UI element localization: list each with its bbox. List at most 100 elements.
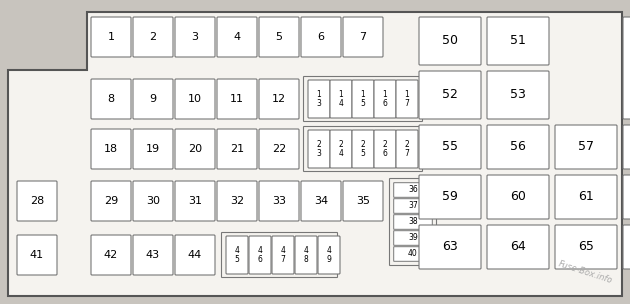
FancyBboxPatch shape: [217, 181, 257, 221]
Text: 65: 65: [578, 240, 594, 254]
FancyBboxPatch shape: [396, 130, 418, 168]
Text: 1
5: 1 5: [360, 90, 365, 108]
FancyBboxPatch shape: [623, 125, 630, 169]
Text: 4
7: 4 7: [280, 246, 285, 264]
Text: 7: 7: [360, 32, 367, 42]
FancyBboxPatch shape: [226, 236, 248, 274]
FancyBboxPatch shape: [374, 130, 396, 168]
Text: 59: 59: [442, 191, 458, 203]
FancyBboxPatch shape: [419, 71, 481, 119]
Text: 33: 33: [272, 196, 286, 206]
FancyBboxPatch shape: [91, 17, 131, 57]
FancyBboxPatch shape: [175, 17, 215, 57]
Text: 44: 44: [188, 250, 202, 260]
Text: 41: 41: [30, 250, 44, 260]
Text: 11: 11: [230, 94, 244, 104]
Text: 61: 61: [578, 191, 594, 203]
FancyBboxPatch shape: [301, 181, 341, 221]
Text: 4: 4: [234, 32, 241, 42]
Text: 51: 51: [510, 34, 526, 47]
FancyBboxPatch shape: [91, 235, 131, 275]
FancyBboxPatch shape: [389, 178, 437, 265]
Text: 36: 36: [408, 185, 418, 195]
FancyBboxPatch shape: [352, 80, 374, 118]
FancyBboxPatch shape: [343, 17, 383, 57]
Text: 2
5: 2 5: [360, 140, 365, 158]
FancyBboxPatch shape: [175, 235, 215, 275]
Text: 2
4: 2 4: [338, 140, 343, 158]
Text: 50: 50: [442, 34, 458, 47]
FancyBboxPatch shape: [394, 247, 432, 261]
FancyBboxPatch shape: [419, 175, 481, 219]
FancyBboxPatch shape: [91, 129, 131, 169]
FancyBboxPatch shape: [487, 17, 549, 65]
Text: 30: 30: [146, 196, 160, 206]
Text: Fuse-Box.info: Fuse-Box.info: [558, 259, 614, 285]
FancyBboxPatch shape: [487, 225, 549, 269]
FancyBboxPatch shape: [175, 79, 215, 119]
FancyBboxPatch shape: [555, 225, 617, 269]
Polygon shape: [8, 12, 622, 296]
FancyBboxPatch shape: [374, 80, 396, 118]
FancyBboxPatch shape: [295, 236, 317, 274]
Text: 20: 20: [188, 144, 202, 154]
Text: 63: 63: [442, 240, 458, 254]
FancyBboxPatch shape: [343, 181, 383, 221]
FancyBboxPatch shape: [352, 130, 374, 168]
FancyBboxPatch shape: [623, 17, 630, 119]
FancyBboxPatch shape: [272, 236, 294, 274]
Text: 28: 28: [30, 196, 44, 206]
Text: 2
3: 2 3: [316, 140, 321, 158]
FancyBboxPatch shape: [318, 236, 340, 274]
FancyBboxPatch shape: [249, 236, 271, 274]
FancyBboxPatch shape: [394, 183, 432, 197]
FancyBboxPatch shape: [487, 71, 549, 119]
Text: 42: 42: [104, 250, 118, 260]
FancyBboxPatch shape: [259, 129, 299, 169]
FancyBboxPatch shape: [217, 79, 257, 119]
Text: 5: 5: [275, 32, 282, 42]
Text: 55: 55: [442, 140, 458, 154]
FancyBboxPatch shape: [330, 80, 352, 118]
Text: 1
6: 1 6: [382, 90, 387, 108]
FancyBboxPatch shape: [222, 233, 338, 278]
Text: 2
7: 2 7: [404, 140, 410, 158]
FancyBboxPatch shape: [133, 17, 173, 57]
FancyBboxPatch shape: [175, 129, 215, 169]
Text: 34: 34: [314, 196, 328, 206]
Text: 64: 64: [510, 240, 526, 254]
Text: 8: 8: [108, 94, 115, 104]
FancyBboxPatch shape: [419, 17, 481, 65]
Text: 2: 2: [149, 32, 157, 42]
Text: 38: 38: [408, 217, 418, 226]
Text: 19: 19: [146, 144, 160, 154]
Text: 4
8: 4 8: [304, 246, 309, 264]
Text: 18: 18: [104, 144, 118, 154]
FancyBboxPatch shape: [394, 215, 432, 229]
FancyBboxPatch shape: [308, 80, 330, 118]
FancyBboxPatch shape: [304, 126, 423, 171]
FancyBboxPatch shape: [175, 181, 215, 221]
Text: 57: 57: [578, 140, 594, 154]
FancyBboxPatch shape: [487, 175, 549, 219]
Text: 1
7: 1 7: [404, 90, 410, 108]
Text: 2
6: 2 6: [382, 140, 387, 158]
FancyBboxPatch shape: [259, 79, 299, 119]
Text: 43: 43: [146, 250, 160, 260]
Text: 52: 52: [442, 88, 458, 102]
FancyBboxPatch shape: [330, 130, 352, 168]
FancyBboxPatch shape: [394, 231, 432, 245]
Text: 37: 37: [408, 202, 418, 210]
FancyBboxPatch shape: [396, 80, 418, 118]
FancyBboxPatch shape: [555, 125, 617, 169]
FancyBboxPatch shape: [133, 129, 173, 169]
FancyBboxPatch shape: [133, 79, 173, 119]
FancyBboxPatch shape: [217, 129, 257, 169]
Text: 1
4: 1 4: [338, 90, 343, 108]
Text: 31: 31: [188, 196, 202, 206]
FancyBboxPatch shape: [259, 181, 299, 221]
Text: 10: 10: [188, 94, 202, 104]
FancyBboxPatch shape: [259, 17, 299, 57]
FancyBboxPatch shape: [308, 130, 330, 168]
Text: 29: 29: [104, 196, 118, 206]
